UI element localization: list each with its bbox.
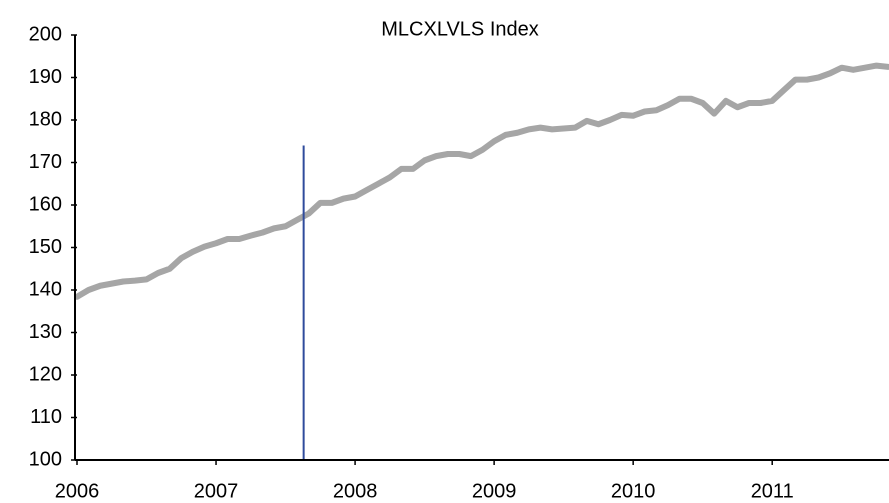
- y-tick-label: 110: [30, 406, 62, 428]
- y-tick-label: 200: [29, 23, 62, 45]
- x-tick-label: 2011: [751, 480, 794, 502]
- x-tick-label: 2010: [611, 480, 656, 502]
- y-tick-label: 130: [29, 321, 62, 343]
- y-tick-label: 190: [29, 66, 62, 88]
- y-tick-label: 100: [29, 448, 62, 470]
- chart-title: MLCXLVLS Index: [381, 18, 539, 40]
- x-tick-label: 2009: [472, 480, 517, 502]
- x-tick-label: 2007: [194, 480, 239, 502]
- y-tick-label: 140: [29, 278, 62, 300]
- y-tick-label: 170: [29, 151, 62, 173]
- x-tick-label: 2006: [55, 480, 100, 502]
- x-tick-label: 2008: [333, 480, 378, 502]
- y-tick-label: 150: [29, 236, 62, 258]
- y-tick-label: 120: [29, 363, 62, 385]
- y-tick-label: 160: [29, 193, 62, 215]
- data-line: [74, 62, 889, 300]
- y-tick-label: 180: [29, 108, 62, 130]
